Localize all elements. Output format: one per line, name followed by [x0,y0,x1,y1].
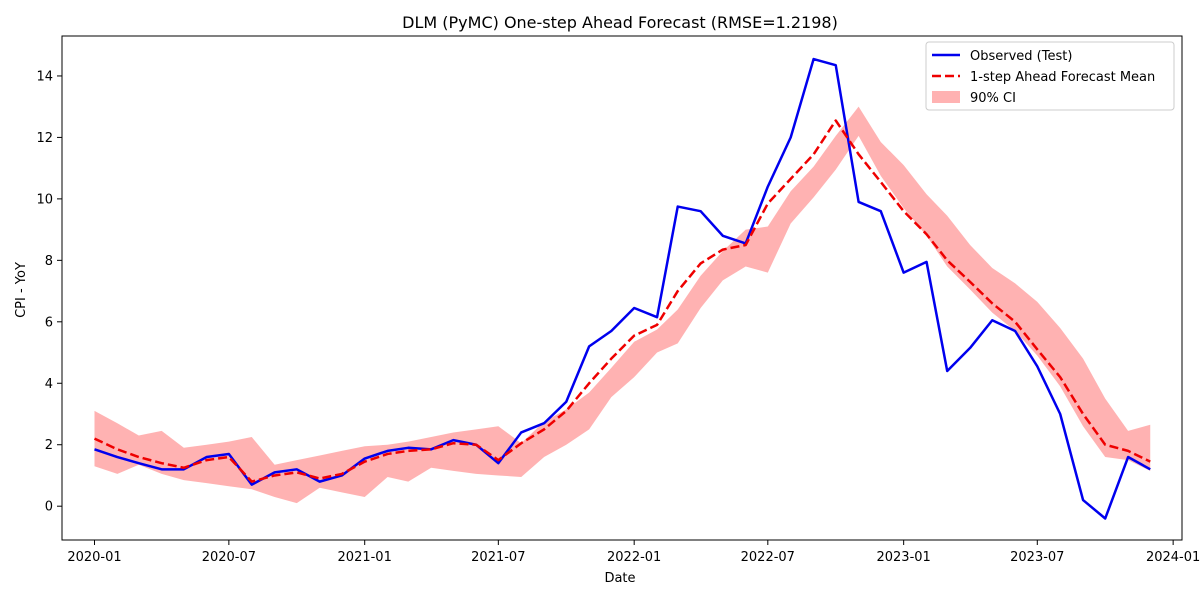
legend-label-1: 1-step Ahead Forecast Mean [970,70,1155,85]
series-line-0 [94,57,1151,520]
x-tick-label: 2022-07 [741,550,795,565]
y-tick-label: 14 [36,69,53,84]
x-tick-label: 2020-01 [67,550,121,565]
series-line-layer [93,57,1151,520]
x-tick-label: 2024-01 [1146,550,1200,565]
plot-frame [61,35,1183,541]
legend-box [925,41,1175,111]
x-tick-label: 2021-07 [471,550,525,565]
x-tick-label: 2021-01 [338,550,392,565]
y-axis-label: CPI - YoY [14,262,29,318]
legend-label-2: 90% CI [970,91,1016,106]
x-tick-label: 2020-07 [202,550,256,565]
y-tick-label: 12 [36,131,53,146]
y-tick-label: 2 [45,438,53,453]
y-tick-label: 8 [45,254,53,269]
x-tick-label: 2022-01 [607,550,661,565]
legend-swatch-2 [932,91,960,103]
x-axis-label: Date [604,571,635,586]
axes-layer: 0 2 4 6 8 10 12 14 2020-01 2020-07 2021-01 2021-07 2… [36,35,1200,565]
series-line-1 [93,119,1151,483]
chart-title: DLM (PyMC) One-step Ahead Forecast (RMSE… [402,13,838,32]
ci-band [94,106,1151,504]
y-tick-label: 0 [45,500,53,515]
legend-label-0: Observed (Test) [970,49,1072,64]
legend: Observed (Test) 1-step Ahead Forecast Mea… [925,41,1175,111]
y-tick-label: 4 [45,377,53,392]
y-tick-label: 10 [36,192,53,207]
x-tick-label: 2023-07 [1010,550,1064,565]
ci-band-layer [94,106,1151,504]
x-tick-label: 2023-01 [876,550,930,565]
y-tick-label: 6 [45,315,53,330]
